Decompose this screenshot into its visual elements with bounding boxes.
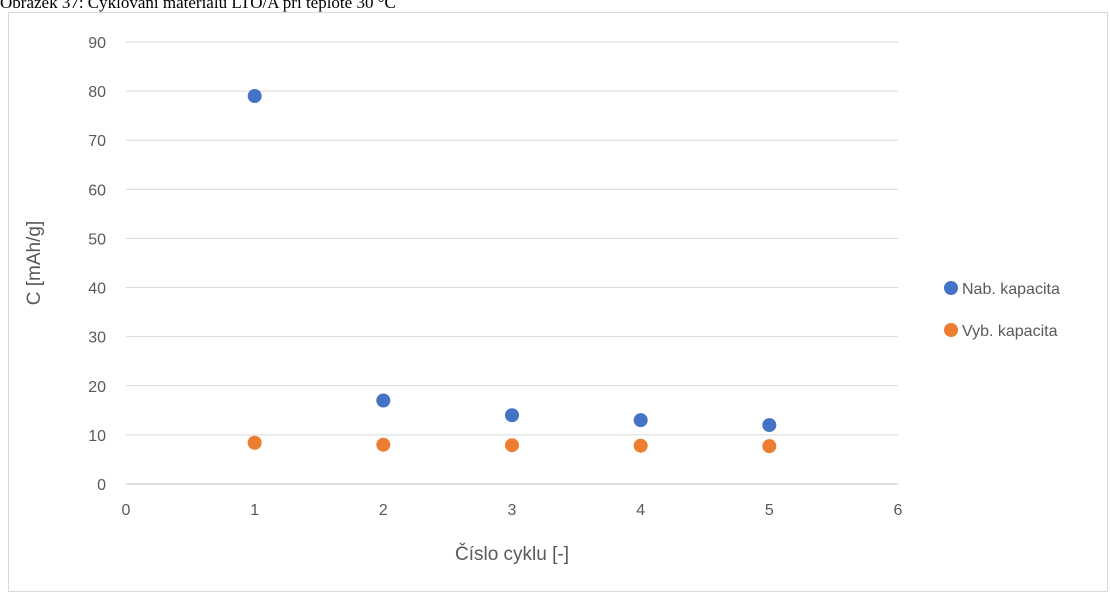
x-tick-label: 1 xyxy=(250,502,259,519)
y-tick-label: 60 xyxy=(88,182,106,199)
y-tick-label: 90 xyxy=(88,35,106,52)
data-point-series-1 xyxy=(247,89,262,104)
legend-label-series-2: Vyb. kapacita xyxy=(962,323,1058,340)
data-point-series-2 xyxy=(505,438,519,453)
tick-labels: 0 10 20 30 40 50 60 70 80 90 0 1 2 3 4 5 6 xyxy=(88,35,902,519)
legend-label-series-1: Nab. kapacita xyxy=(962,281,1060,298)
data-point-series-1 xyxy=(633,413,648,428)
x-tick-label: 4 xyxy=(636,502,645,519)
y-tick-label: 80 xyxy=(88,84,106,101)
y-tick-label: 40 xyxy=(88,281,106,298)
y-axis-title: C [mAh/g] xyxy=(24,221,45,305)
x-axis-title: Číslo cyklu [-] xyxy=(455,543,569,565)
x-tick-label: 6 xyxy=(894,502,903,519)
legend-marker-series-1 xyxy=(944,281,958,295)
data-point-series-1 xyxy=(505,408,519,423)
y-tick-label: 30 xyxy=(88,330,106,347)
x-tick-label: 3 xyxy=(508,502,517,519)
figure-caption: Obrázek 37: Cyklování materiálu LTO/A př… xyxy=(0,0,396,12)
x-tick-label: 5 xyxy=(765,502,774,519)
legend: Nab. kapacita Vyb. kapacita xyxy=(944,281,1060,340)
chart-frame xyxy=(8,12,1108,592)
y-tick-label: 10 xyxy=(88,428,106,445)
y-tick-label: 0 xyxy=(97,477,106,494)
data-point-series-1 xyxy=(376,393,391,408)
gridlines xyxy=(126,41,898,436)
data-point-series-2 xyxy=(762,439,777,454)
data-point-series-2 xyxy=(376,437,391,452)
y-tick-label: 20 xyxy=(88,379,106,396)
data-point-series-2 xyxy=(247,435,262,450)
y-tick-label: 70 xyxy=(88,133,106,150)
legend-marker-series-2 xyxy=(944,323,958,337)
data-point-series-2 xyxy=(633,438,648,453)
data-point-series-1 xyxy=(762,418,777,433)
y-tick-label: 50 xyxy=(88,231,106,248)
x-tick-label: 2 xyxy=(379,502,388,519)
x-tick-label: 0 xyxy=(122,502,131,519)
data-points xyxy=(247,89,777,454)
